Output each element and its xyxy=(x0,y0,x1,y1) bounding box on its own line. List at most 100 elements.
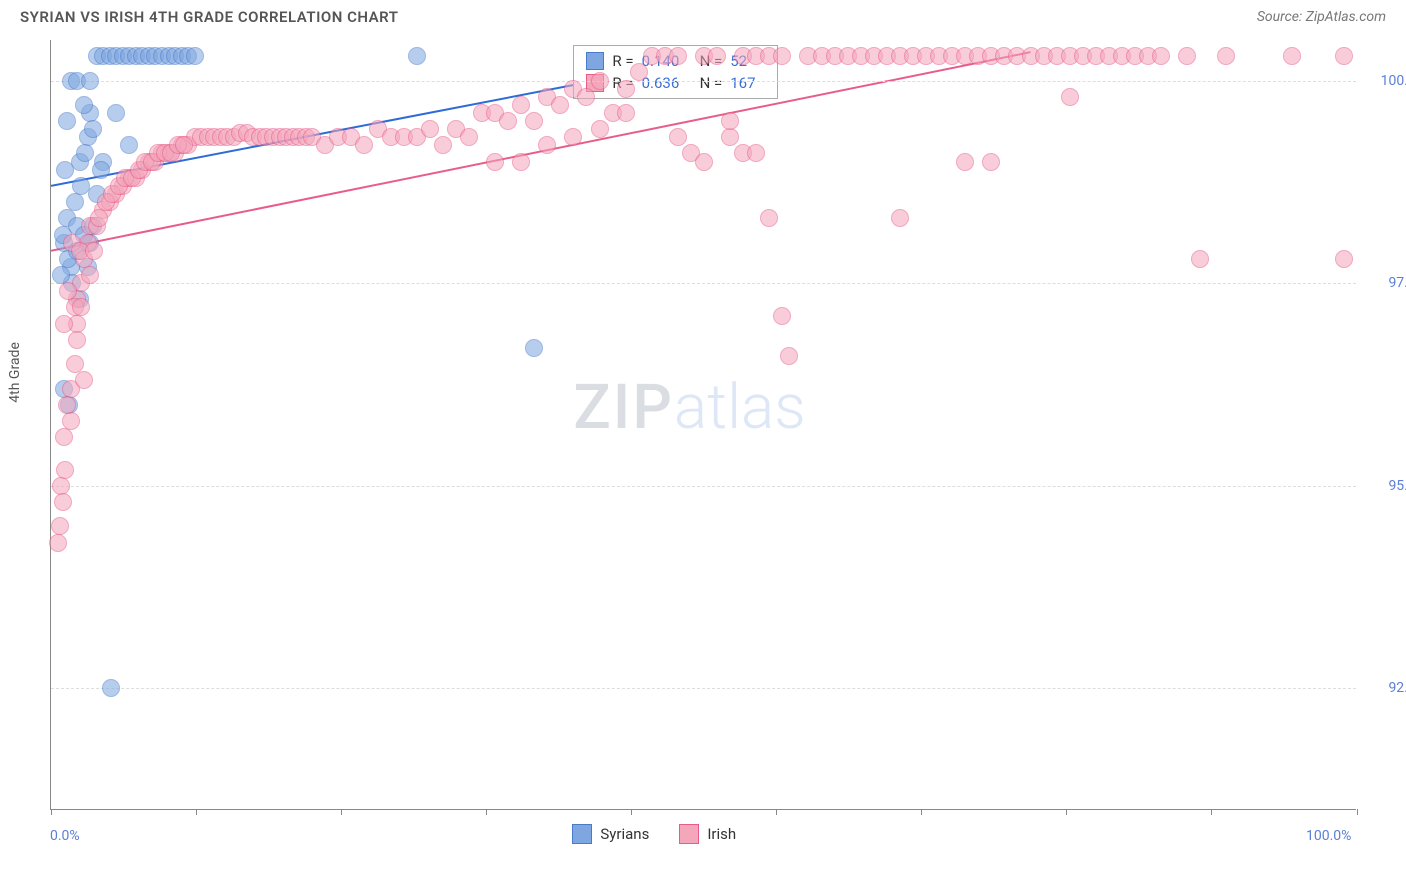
data-point xyxy=(982,153,1000,171)
stat-r-value: 0.636 xyxy=(642,74,692,92)
data-point xyxy=(1191,250,1209,268)
x-tick xyxy=(196,809,197,815)
x-tick xyxy=(1066,809,1067,815)
data-point xyxy=(780,347,798,365)
data-point xyxy=(120,136,138,154)
data-point xyxy=(695,153,713,171)
data-point xyxy=(107,104,125,122)
data-point xyxy=(90,209,108,227)
data-point xyxy=(591,120,609,138)
data-point xyxy=(55,428,73,446)
data-point xyxy=(525,339,543,357)
data-point xyxy=(84,120,102,138)
gridline xyxy=(51,283,1356,284)
watermark: ZIPatlas xyxy=(573,371,805,444)
data-point xyxy=(617,80,635,98)
data-point xyxy=(1061,88,1079,106)
x-tick xyxy=(921,809,922,815)
watermark-zip: ZIP xyxy=(573,371,674,444)
data-point xyxy=(421,120,439,138)
data-point xyxy=(564,128,582,146)
data-point xyxy=(1335,250,1353,268)
y-tick-label: 92.5% xyxy=(1366,680,1406,696)
data-point xyxy=(1283,47,1301,65)
legend-item: Irish xyxy=(679,824,736,844)
legend-swatch xyxy=(586,52,604,70)
x-tick xyxy=(776,809,777,815)
legend-label: Syrians xyxy=(600,825,649,843)
data-point xyxy=(551,96,569,114)
data-point xyxy=(58,396,76,414)
data-point xyxy=(1152,47,1170,65)
data-point xyxy=(1217,47,1235,65)
data-point xyxy=(538,136,556,154)
data-point xyxy=(773,47,791,65)
x-axis-label-max: 100.0% xyxy=(1306,828,1351,844)
plot-area: ZIPatlas R =0.140N =52R =0.636N =167 100… xyxy=(50,40,1356,810)
data-point xyxy=(81,72,99,90)
legend-swatch xyxy=(679,824,699,844)
data-point xyxy=(773,307,791,325)
y-axis-label: 4th Grade xyxy=(7,342,23,403)
legend-swatch xyxy=(572,824,592,844)
data-point xyxy=(51,517,69,535)
data-point xyxy=(49,534,67,552)
data-point xyxy=(1178,47,1196,65)
data-point xyxy=(92,161,110,179)
data-point xyxy=(669,128,687,146)
data-point xyxy=(499,112,517,130)
chart-container: 4th Grade ZIPatlas R =0.140N =52R =0.636… xyxy=(50,40,1386,810)
gridline xyxy=(51,688,1356,689)
data-point xyxy=(956,153,974,171)
data-point xyxy=(747,144,765,162)
data-point xyxy=(66,355,84,373)
data-point xyxy=(669,47,687,65)
gridline xyxy=(51,81,1356,82)
data-point xyxy=(66,193,84,211)
y-tick-label: 100.0% xyxy=(1366,73,1406,89)
data-point xyxy=(76,144,94,162)
x-tick xyxy=(1357,809,1358,815)
data-point xyxy=(102,679,120,697)
data-point xyxy=(577,88,595,106)
x-tick xyxy=(486,809,487,815)
data-point xyxy=(525,112,543,130)
stat-n-value: 167 xyxy=(730,74,765,92)
legend-label: Irish xyxy=(707,825,736,843)
data-point xyxy=(175,136,193,154)
data-point xyxy=(721,112,739,130)
legend-item: Syrians xyxy=(572,824,649,844)
data-point xyxy=(630,63,648,81)
data-point xyxy=(75,371,93,389)
data-point xyxy=(62,412,80,430)
chart-title: SYRIAN VS IRISH 4TH GRADE CORRELATION CH… xyxy=(20,8,398,26)
watermark-atlas: atlas xyxy=(674,371,806,444)
data-point xyxy=(81,266,99,284)
y-tick-label: 97.5% xyxy=(1366,275,1406,291)
x-tick xyxy=(341,809,342,815)
data-point xyxy=(460,128,478,146)
data-point xyxy=(1335,47,1353,65)
data-point xyxy=(72,298,90,316)
data-point xyxy=(591,72,609,90)
x-axis-label-min: 0.0% xyxy=(50,828,80,844)
data-point xyxy=(408,47,426,65)
data-point xyxy=(56,461,74,479)
data-point xyxy=(512,153,530,171)
data-point xyxy=(186,47,204,65)
data-point xyxy=(55,315,73,333)
data-point xyxy=(708,47,726,65)
x-tick xyxy=(631,809,632,815)
data-point xyxy=(512,96,530,114)
y-tick-label: 95.0% xyxy=(1366,478,1406,494)
x-tick xyxy=(1211,809,1212,815)
data-point xyxy=(891,209,909,227)
stat-n-label: N = xyxy=(700,74,723,92)
data-point xyxy=(58,112,76,130)
data-point xyxy=(85,242,103,260)
gridline xyxy=(51,486,1356,487)
data-point xyxy=(54,493,72,511)
bottom-legend: Syrians Irish xyxy=(572,824,736,844)
data-point xyxy=(75,96,93,114)
data-point xyxy=(617,104,635,122)
